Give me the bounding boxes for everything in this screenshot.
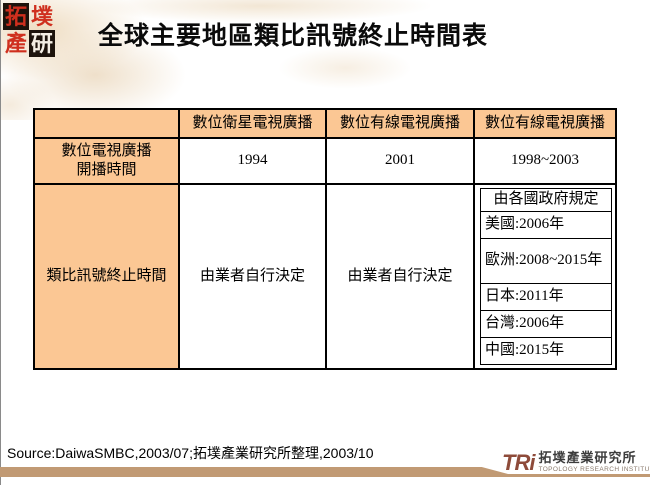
tri-logo: TRi 拓墣產業研究所 TOPOLOGY RESEARCH INSTITUTE [502, 450, 650, 475]
country-row: 日本:2011年 [480, 283, 612, 311]
row-launch-label-line1: 數位電視廣播 [61, 142, 152, 159]
country-row: 中國:2015年 [480, 337, 612, 365]
worldmap-texture [0, 0, 650, 120]
launch-satellite-value: 1994 [178, 137, 327, 185]
seal-char-chan: 產 [4, 30, 27, 57]
country-row: 歐洲:2008~2015年 [480, 238, 612, 284]
termination-cable-value: 由業者自行決定 [325, 183, 475, 370]
header-cable: 數位有線電視廣播 [325, 108, 475, 139]
row-launch-time: 數位電視廣播 開播時間 1994 2001 1998~2003 [33, 137, 617, 185]
seal-char-tuo: 拓 [3, 3, 29, 30]
termination-by-country-cell: 由各國政府規定 美國:2006年 歐洲:2008~2015年 日本:2011年 … [473, 183, 617, 370]
row-termination-label: 類比訊號終止時間 [33, 183, 180, 370]
row-launch-label: 數位電視廣播 開播時間 [33, 137, 180, 185]
topology-seal-logo: 拓 墣 產 研 [3, 3, 55, 57]
launch-cable-value: 2001 [325, 137, 475, 185]
country-taiwan: 台灣:2006年 [480, 310, 612, 338]
launch-terrestrial-value: 1998~2003 [473, 137, 617, 185]
source-note: Source:DaiwaSMBC,2003/07;拓墣產業研究所整理,2003/… [7, 445, 374, 461]
tri-logo-name-zh: 拓墣產業研究所 [538, 450, 637, 466]
row-launch-label-line2: 開播時間 [76, 162, 137, 178]
header-satellite: 數位衛星電視廣播 [178, 108, 327, 139]
tri-logo-name-en: TOPOLOGY RESEARCH INSTITUTE [538, 466, 650, 474]
row-termination-time: 類比訊號終止時間 由業者自行決定 由業者自行決定 由各國政府規定 美國:2006… [33, 183, 617, 370]
footer-bar-notch [478, 466, 650, 474]
country-row: 台灣:2006年 [480, 310, 612, 338]
timeline-table-wrap: 數位衛星電視廣播 數位有線電視廣播 數位有線電視廣播 數位電視廣播 開播時間 1… [33, 108, 617, 370]
country-rule: 由各國政府規定 [480, 188, 612, 212]
country-europe: 歐洲:2008~2015年 [480, 238, 612, 284]
left-edge-line [0, 0, 1, 485]
seal-char-yan: 研 [29, 30, 55, 57]
termination-satellite-value: 由業者自行決定 [178, 183, 327, 370]
tri-logo-letters: TRi [502, 450, 535, 475]
corner-cell [33, 108, 180, 139]
tri-logo-names: 拓墣產業研究所 TOPOLOGY RESEARCH INSTITUTE [538, 450, 650, 474]
country-china: 中國:2015年 [480, 337, 612, 365]
table-header-row: 數位衛星電視廣播 數位有線電視廣播 數位有線電視廣播 [33, 108, 617, 139]
timeline-table: 數位衛星電視廣播 數位有線電視廣播 數位有線電視廣播 數位電視廣播 開播時間 1… [33, 108, 617, 370]
country-row: 由各國政府規定 [480, 188, 612, 212]
country-row: 美國:2006年 [480, 211, 612, 239]
header-cable-2: 數位有線電視廣播 [473, 108, 617, 139]
country-schedule-table: 由各國政府規定 美國:2006年 歐洲:2008~2015年 日本:2011年 … [480, 188, 612, 365]
slide-title: 全球主要地區類比訊號終止時間表 [97, 21, 488, 50]
country-usa: 美國:2006年 [480, 211, 612, 239]
footer-bar [0, 467, 650, 477]
seal-char-pu: 墣 [30, 3, 53, 30]
country-japan: 日本:2011年 [480, 283, 612, 311]
